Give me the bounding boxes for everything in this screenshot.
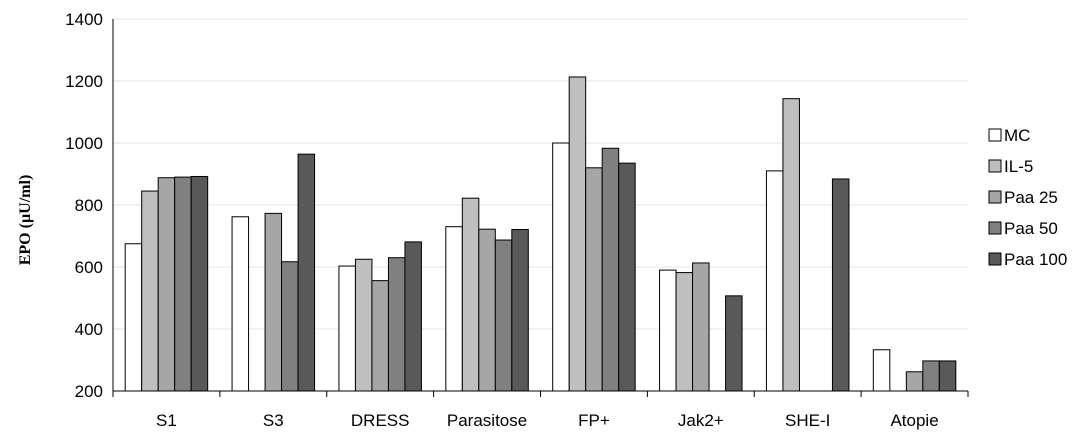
- x-tick-label: SHE-I: [785, 411, 830, 430]
- y-tick-label: 600: [75, 258, 103, 277]
- x-tick-label: Atopie: [890, 411, 938, 430]
- x-tick-label: S3: [263, 411, 284, 430]
- bar-paa-100-parasitose: [511, 228, 529, 392]
- legend-swatch: [988, 159, 1002, 173]
- y-tick-label: 1000: [65, 134, 103, 153]
- bar-paa-100-she-i: [831, 178, 850, 392]
- bar-paa-100-fp-: [618, 162, 636, 392]
- x-tick-label: DRESS: [351, 411, 410, 430]
- bar-paa-25-atopie: [905, 371, 924, 392]
- legend-label: IL-5: [1004, 157, 1033, 176]
- y-tick-label: 1200: [65, 72, 103, 91]
- legend-label: Paa 50: [1004, 219, 1058, 238]
- bar-il-5-dress: [354, 258, 373, 392]
- y-tick-label: 200: [75, 382, 103, 401]
- x-tick-labels: S1 S3 DRESS Parasitose FP+ Jak2+ SHE-I Atopie: [156, 411, 939, 430]
- bar-paa-100-dress: [404, 241, 422, 392]
- legend-label: Paa 25: [1004, 188, 1058, 207]
- x-tick-label: Parasitose: [447, 411, 527, 430]
- bar-paa-100-s3: [297, 153, 316, 392]
- bars: [124, 76, 957, 392]
- bar-paa-25-s1: [157, 177, 176, 392]
- y-tick-label: 800: [75, 196, 103, 215]
- legend: MC IL-5 Paa 25 Paa 50 Paa 100: [988, 126, 1067, 269]
- bar-paa-25-parasitose: [478, 228, 496, 392]
- legend-swatch: [988, 221, 1002, 235]
- bar-il-5-s1: [141, 190, 159, 392]
- bar-mc-s3: [231, 216, 250, 392]
- legend-swatch: [988, 128, 1002, 142]
- legend-swatch: [988, 252, 1002, 266]
- bar-paa-50-fp-: [601, 147, 620, 392]
- bar-mc-dress: [338, 265, 356, 392]
- bar-paa-50-parasitose: [494, 239, 513, 392]
- bar-il-5-she-i: [782, 98, 800, 392]
- bar-paa-50-dress: [387, 257, 406, 392]
- bar-paa-100-jak2-: [725, 295, 743, 392]
- x-tick-label: S1: [156, 411, 177, 430]
- bar-mc-fp-: [552, 142, 570, 392]
- bar-mc-parasitose: [445, 226, 463, 392]
- bar-mc-atopie: [872, 349, 891, 392]
- bar-paa-25-jak2-: [692, 262, 710, 392]
- y-tick-label: 400: [75, 320, 103, 339]
- bar-paa-100-atopie: [938, 360, 957, 392]
- legend-swatch: [988, 190, 1002, 204]
- bar-paa-50-atopie: [922, 360, 940, 392]
- y-tick-label: 1400: [65, 10, 103, 29]
- bar-il-5-jak2-: [675, 272, 694, 392]
- axes: [112, 19, 969, 397]
- legend-label: MC: [1004, 126, 1030, 145]
- x-tick-label: FP+: [578, 411, 610, 430]
- x-tick-label: Jak2+: [678, 411, 724, 430]
- gridlines: [113, 18, 968, 330]
- legend-label: Paa 100: [1004, 250, 1067, 269]
- bar-paa-100-s1: [190, 175, 209, 392]
- bar-mc-s1: [124, 243, 143, 392]
- bar-mc-she-i: [765, 170, 784, 392]
- y-axis-label: EPO (µU/ml): [17, 175, 34, 266]
- bar-paa-25-s3: [264, 212, 283, 392]
- bar-il-5-fp-: [568, 76, 587, 392]
- bar-mc-jak2-: [659, 269, 677, 392]
- bar-paa-25-fp-: [585, 167, 603, 392]
- bar-paa-50-s1: [174, 176, 192, 392]
- bar-paa-50-s3: [281, 261, 299, 392]
- bar-il-5-parasitose: [461, 197, 480, 392]
- bar-paa-25-dress: [371, 280, 389, 392]
- y-tick-labels: 200 400 600 800 1000 1200 1400: [65, 10, 103, 401]
